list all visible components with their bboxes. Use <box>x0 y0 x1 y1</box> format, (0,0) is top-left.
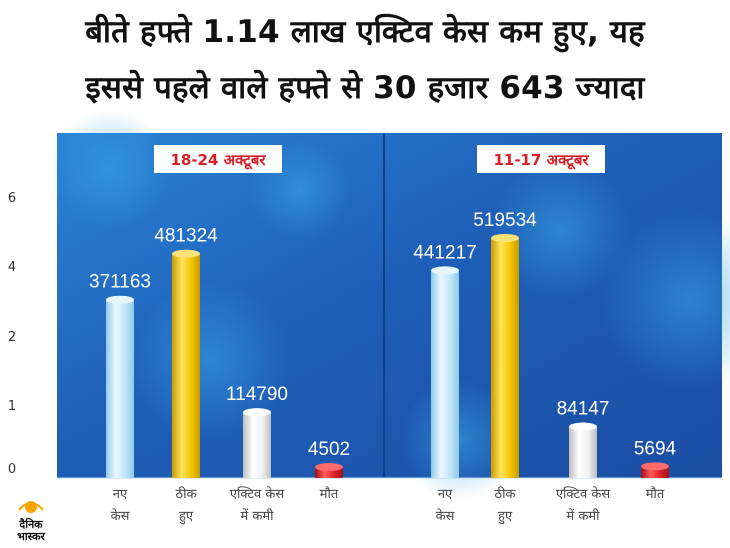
category-label: हुए <box>179 509 194 525</box>
bar <box>491 238 519 478</box>
background-glow <box>130 280 290 440</box>
data-label: 114790 <box>226 384 288 405</box>
data-label: 84147 <box>557 399 610 420</box>
category-label: हुए <box>498 509 513 525</box>
y-tick-label: 2 <box>8 330 16 345</box>
logo-text-2: भास्कर <box>17 530 45 543</box>
data-label: 5694 <box>634 438 677 459</box>
category-label: मौत <box>646 486 665 502</box>
bar <box>172 253 200 478</box>
headline-line-1: बीते हफ्ते 1.14 लाख एक्टिव केस कम हुए, य… <box>85 14 645 50</box>
bar-top-cap <box>491 234 519 242</box>
category-label: एक्टिव केस <box>230 486 285 502</box>
y-tick-label: 6 <box>8 191 16 206</box>
panel-title-box <box>477 145 605 173</box>
bar <box>641 466 669 478</box>
category-label: में कमी <box>240 508 274 524</box>
headline: बीते हफ्ते 1.14 लाख एक्टिव केस कम हुए, य… <box>0 0 730 132</box>
data-label: 441217 <box>413 242 476 263</box>
bar <box>106 299 134 478</box>
bar-top-cap <box>569 422 597 431</box>
category-label: ठीक <box>495 486 517 502</box>
panel-title: 18-24 अक्टूबर <box>170 151 266 170</box>
data-label: 481324 <box>154 226 218 247</box>
category-label: नए <box>438 487 453 502</box>
category-label: में कमी <box>566 508 600 524</box>
data-label: 519534 <box>473 210 537 231</box>
bar <box>243 412 271 478</box>
background-glow <box>50 110 170 230</box>
y-tick-label: 4 <box>8 260 16 275</box>
background-glow <box>600 210 730 390</box>
panel-title: 11-17 अक्टूबर <box>493 151 589 170</box>
bar-top-cap <box>641 462 669 471</box>
bar-top-cap <box>243 408 271 417</box>
background-glow <box>490 160 630 300</box>
bar <box>569 426 597 478</box>
y-tick-label: 0 <box>8 462 16 477</box>
panel-title-box <box>154 145 282 173</box>
headline-line-2: इससे पहले वाले हफ्ते से 30 हजार 643 ज्या… <box>85 70 645 106</box>
bar-top-cap <box>106 295 134 304</box>
y-tick-label: 1 <box>8 399 16 414</box>
bar-top-cap <box>172 249 200 258</box>
bar-top-cap <box>431 266 459 275</box>
data-label: 371163 <box>89 272 151 293</box>
bar-top-cap <box>315 463 343 472</box>
category-label: मौत <box>320 486 339 502</box>
background-glow <box>400 380 520 500</box>
category-label: केस <box>436 508 455 524</box>
logo-text-1: दैनिक <box>18 517 43 531</box>
bar <box>315 467 343 478</box>
data-label: 4502 <box>308 439 350 460</box>
bar <box>431 270 459 478</box>
category-label: नए <box>113 487 128 502</box>
category-label: एक्टिव केस <box>556 486 611 502</box>
dainik-bhaskar-logo: दैनिक भास्कर <box>8 498 54 544</box>
category-label: केस <box>111 508 130 524</box>
category-label: ठीक <box>176 486 198 502</box>
